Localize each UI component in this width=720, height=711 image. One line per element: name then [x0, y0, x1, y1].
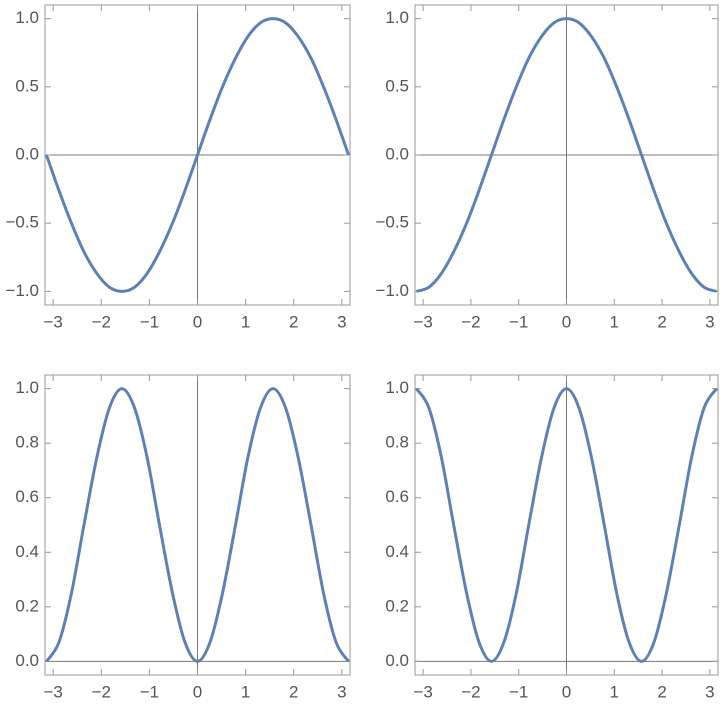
y-tick-label: 0.0	[15, 651, 39, 670]
y-tick-label: 0.0	[385, 144, 409, 163]
x-tick-label: 3	[337, 682, 346, 701]
y-tick-label: 1.0	[15, 378, 39, 397]
x-tick-label: 2	[657, 682, 666, 701]
x-tick-label: −3	[43, 312, 62, 331]
x-tick-label: 0	[193, 682, 202, 701]
x-tick-label: 2	[289, 312, 298, 331]
y-tick-label: −1.0	[375, 281, 409, 300]
x-tick-label: −3	[43, 682, 62, 701]
y-tick-label: 0.5	[15, 76, 39, 95]
x-tick-label: 3	[705, 682, 714, 701]
line	[415, 387, 718, 663]
y-tick-label: −0.5	[375, 213, 409, 232]
x-tick-label: 2	[657, 312, 666, 331]
y-tick-label: 0.0	[385, 651, 409, 670]
x-tick-label: 2	[289, 682, 298, 701]
y-tick-label: 0.8	[385, 433, 409, 452]
y-tick-label: 0.2	[15, 596, 39, 615]
x-tick-label: −2	[92, 312, 111, 331]
y-tick-label: 1.0	[385, 378, 409, 397]
x-tick-label: −1	[509, 682, 528, 701]
y-tick-label: 1.0	[15, 8, 39, 27]
y-tick-label: 0.8	[15, 433, 39, 452]
y-tick-label: 0.0	[15, 144, 39, 163]
x-tick-label: 0	[562, 312, 571, 331]
line	[45, 17, 350, 293]
x-tick-label: −2	[461, 682, 480, 701]
line	[415, 17, 718, 293]
y-tick-label: 0.2	[385, 596, 409, 615]
y-tick-label: −0.5	[5, 213, 39, 232]
x-tick-label: −2	[92, 682, 111, 701]
x-tick-label: 1	[241, 682, 250, 701]
x-tick-label: 3	[705, 312, 714, 331]
x-tick-label: −1	[509, 312, 528, 331]
x-tick-label: 1	[241, 312, 250, 331]
x-tick-label: 0	[562, 682, 571, 701]
x-tick-label: −2	[461, 312, 480, 331]
y-tick-label: 0.6	[15, 487, 39, 506]
y-tick-label: −1.0	[5, 281, 39, 300]
y-tick-label: 0.5	[385, 76, 409, 95]
x-tick-label: 1	[610, 682, 619, 701]
y-tick-label: 0.4	[15, 542, 39, 561]
line	[45, 387, 350, 663]
x-tick-label: −3	[413, 682, 432, 701]
x-tick-label: 1	[610, 312, 619, 331]
y-tick-label: 0.4	[385, 542, 409, 561]
x-tick-label: 0	[193, 312, 202, 331]
x-tick-label: −1	[140, 312, 159, 331]
x-tick-label: −1	[140, 682, 159, 701]
x-tick-label: −3	[413, 312, 432, 331]
y-tick-label: 0.6	[385, 487, 409, 506]
x-tick-label: 3	[337, 312, 346, 331]
y-tick-label: 1.0	[385, 8, 409, 27]
